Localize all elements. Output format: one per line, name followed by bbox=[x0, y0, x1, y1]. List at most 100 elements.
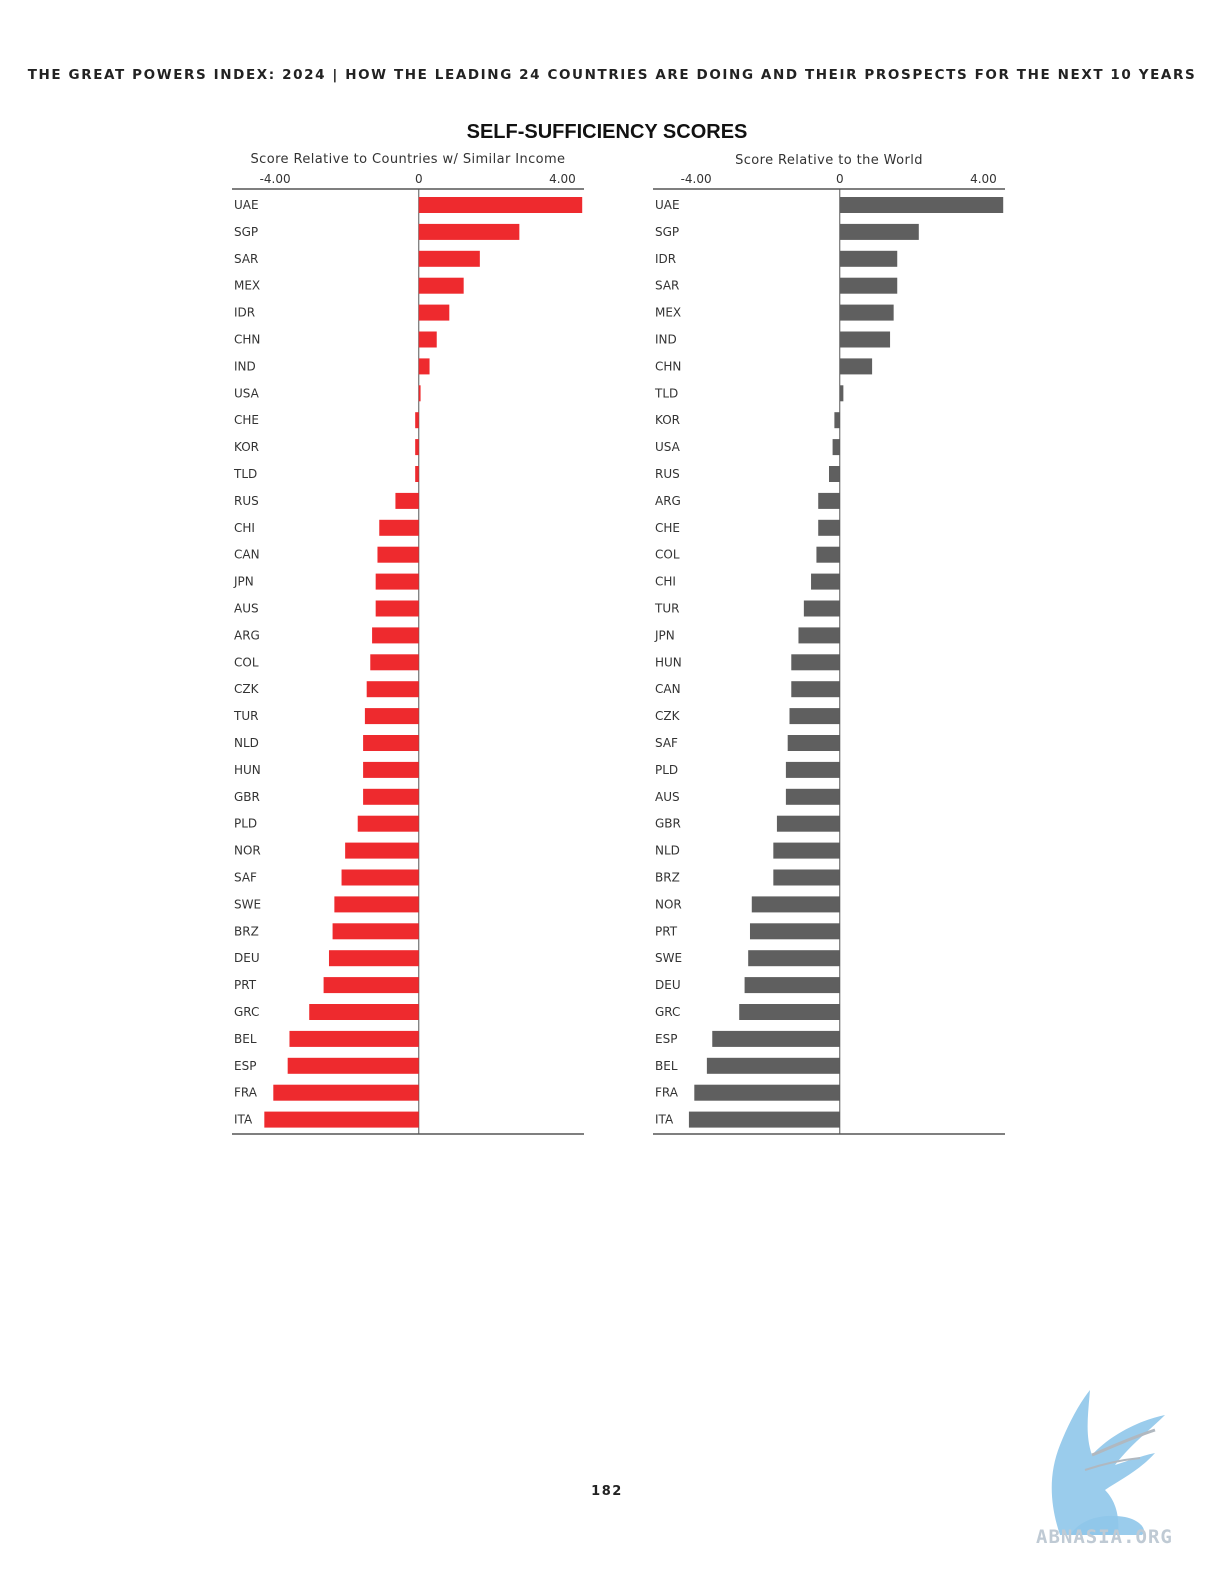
right-category-label: GBR bbox=[655, 817, 681, 831]
right-bar-fra bbox=[694, 1084, 840, 1101]
right-category-label: NOR bbox=[655, 897, 682, 911]
left-category-label: KOR bbox=[234, 440, 259, 454]
left-category-label: CHI bbox=[234, 521, 255, 535]
left-bar-sar bbox=[418, 250, 480, 267]
right-category-label: BEL bbox=[655, 1059, 678, 1073]
right-bar-chn bbox=[839, 358, 873, 375]
chart-title: SELF-SUFFICIENCY SCORES bbox=[466, 121, 748, 143]
right-bar-tld bbox=[839, 385, 844, 402]
left-bar-ita bbox=[264, 1111, 419, 1128]
right-bar-aus bbox=[785, 788, 840, 805]
left-bar-hun bbox=[363, 761, 419, 778]
right-bar-nld bbox=[773, 842, 840, 859]
right-bar-sgp bbox=[839, 223, 919, 240]
right-bar-rus bbox=[829, 466, 840, 482]
right-category-label: SAF bbox=[655, 736, 678, 750]
right-category-label: TLD bbox=[654, 386, 678, 400]
right-category-label: IND bbox=[655, 333, 677, 347]
left-category-label: NLD bbox=[234, 736, 259, 750]
right-category-label: MEX bbox=[655, 306, 681, 320]
left-bar-deu bbox=[328, 950, 419, 967]
right-bar-czk bbox=[789, 708, 840, 725]
right-bar-bel bbox=[706, 1057, 840, 1074]
left-category-label: FRA bbox=[234, 1086, 258, 1100]
left-tick-label: 4.00 bbox=[549, 172, 576, 186]
left-bar-fra bbox=[273, 1084, 419, 1101]
right-category-label: JPN bbox=[654, 628, 675, 642]
right-tick-label: -4.00 bbox=[681, 172, 712, 186]
right-category-label: PLD bbox=[655, 763, 678, 777]
right-category-label: GRC bbox=[655, 1005, 680, 1019]
left-category-label: BRZ bbox=[234, 924, 259, 938]
left-bar-brz bbox=[332, 923, 419, 940]
left-category-label: ITA bbox=[234, 1113, 253, 1127]
left-bar-nor bbox=[345, 842, 419, 859]
right-bar-ind bbox=[839, 331, 891, 348]
right-category-label: KOR bbox=[655, 413, 680, 427]
right-category-label: CZK bbox=[655, 709, 681, 723]
left-category-label: ARG bbox=[234, 628, 260, 642]
left-bar-col bbox=[370, 654, 419, 671]
right-category-label: SGP bbox=[655, 225, 679, 239]
left-category-label: CZK bbox=[234, 682, 260, 696]
left-category-label: IDR bbox=[234, 306, 255, 320]
left-tick-label: 0 bbox=[415, 172, 423, 186]
left-bar-chi bbox=[379, 519, 419, 536]
left-category-label: MEX bbox=[234, 279, 260, 293]
right-bar-saf bbox=[787, 735, 840, 751]
right-category-label: CAN bbox=[655, 682, 681, 696]
right-category-label: BRZ bbox=[655, 871, 680, 885]
right-bar-mex bbox=[839, 304, 894, 321]
left-category-label: JPN bbox=[233, 575, 254, 589]
right-category-label: ARG bbox=[655, 494, 681, 508]
watermark-text: ABNASIA.ORG bbox=[1036, 1526, 1173, 1548]
right-category-label: FRA bbox=[655, 1086, 679, 1100]
left-bar-tld bbox=[415, 466, 419, 482]
left-bar-nld bbox=[363, 735, 419, 751]
right-bar-esp bbox=[712, 1030, 840, 1047]
page-header: THE GREAT POWERS INDEX: 2024 | HOW THE L… bbox=[27, 67, 1197, 83]
left-category-label: IND bbox=[234, 359, 256, 373]
right-category-label: ESP bbox=[655, 1032, 677, 1046]
left-bar-rus bbox=[395, 492, 419, 509]
right-category-label: ITA bbox=[655, 1113, 674, 1127]
right-category-label: CHE bbox=[655, 521, 680, 535]
left-bar-che bbox=[415, 412, 419, 429]
left-category-label: ESP bbox=[234, 1059, 256, 1073]
right-bar-jpn bbox=[798, 627, 840, 644]
left-category-label: RUS bbox=[234, 494, 259, 508]
left-bar-czk bbox=[366, 681, 419, 698]
right-category-label: RUS bbox=[655, 467, 680, 481]
left-bar-esp bbox=[287, 1057, 419, 1074]
left-bar-chn bbox=[418, 331, 437, 348]
left-category-label: GRC bbox=[234, 1005, 259, 1019]
right-bar-col bbox=[816, 546, 840, 563]
left-bar-mex bbox=[418, 277, 464, 294]
left-bar-bel bbox=[289, 1030, 419, 1047]
left-category-label: SAR bbox=[234, 252, 258, 266]
right-bar-arg bbox=[818, 492, 840, 509]
left-category-label: NOR bbox=[234, 844, 261, 858]
left-category-label: PRT bbox=[234, 978, 257, 992]
right-tick-label: 0 bbox=[836, 172, 844, 186]
left-bar-usa bbox=[418, 385, 421, 402]
right-category-label: HUN bbox=[655, 655, 682, 669]
right-bar-hun bbox=[791, 654, 840, 671]
right-bar-ita bbox=[688, 1111, 840, 1128]
right-bar-che bbox=[818, 519, 840, 536]
left-bar-pld bbox=[357, 815, 419, 832]
right-category-label: CHN bbox=[655, 359, 681, 373]
left-category-label: HUN bbox=[234, 763, 261, 777]
right-bar-brz bbox=[773, 869, 840, 886]
page-number: 182 bbox=[591, 1484, 623, 1499]
right-bar-usa bbox=[832, 439, 840, 456]
left-category-label: CHE bbox=[234, 413, 259, 427]
left-bar-sgp bbox=[418, 223, 520, 240]
left-category-label: DEU bbox=[234, 951, 260, 965]
left-bar-arg bbox=[372, 627, 419, 644]
right-bar-tur bbox=[803, 600, 840, 617]
left-category-label: GBR bbox=[234, 790, 260, 804]
left-bar-prt bbox=[323, 977, 419, 994]
right-category-label: SWE bbox=[655, 951, 682, 965]
right-bar-swe bbox=[748, 950, 840, 967]
